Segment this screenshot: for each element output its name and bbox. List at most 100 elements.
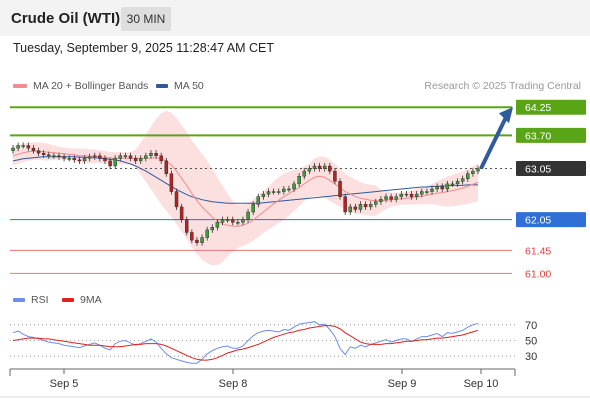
- rsi-swatch: [13, 298, 25, 302]
- candle-body: [297, 176, 301, 185]
- x-axis-label: Sep 5: [50, 378, 79, 390]
- candle-body: [246, 211, 250, 220]
- candle-body: [440, 186, 444, 190]
- bollinger-band: [13, 110, 478, 266]
- x-axis-label: Sep 10: [464, 378, 499, 390]
- candle-body: [220, 219, 225, 223]
- level-tag-63.70: [516, 127, 586, 143]
- candle-body: [353, 206, 358, 210]
- candle-body: [261, 193, 266, 197]
- candle-body: [348, 206, 352, 213]
- candle-body: [31, 147, 36, 151]
- candle-body: [174, 191, 179, 208]
- candle-body: [307, 168, 312, 172]
- candle-body: [11, 147, 15, 151]
- candle-body: [333, 170, 337, 182]
- level-label-62.05: 62.05: [525, 215, 551, 227]
- candle-body: [72, 158, 77, 161]
- legend-ma9: 9MA: [62, 294, 102, 306]
- projection-arrow-head: [499, 107, 513, 124]
- candle-body: [266, 191, 271, 195]
- candle-body: [435, 186, 439, 190]
- ma20-line: [12, 150, 479, 227]
- legend-ma50: MA 50: [156, 80, 204, 92]
- candle-body: [399, 193, 404, 197]
- candle-body: [87, 156, 92, 159]
- level-label-61.00: 61.00: [525, 268, 551, 280]
- interval-button[interactable]: 30 MIN: [121, 7, 171, 31]
- candle-body: [133, 158, 138, 162]
- candle-body: [460, 178, 465, 182]
- candle-body: [215, 222, 220, 228]
- candle-body: [414, 193, 419, 197]
- candle-body: [317, 165, 322, 169]
- legend-ma50-label: MA 50: [174, 80, 204, 92]
- candle-body: [159, 155, 163, 162]
- instrument-title: Crude Oil (WTI): [11, 10, 121, 27]
- rsi-line: [12, 321, 479, 364]
- legend-rsi: RSI: [13, 294, 49, 306]
- candle-body: [41, 153, 46, 155]
- candle-body: [195, 239, 199, 243]
- candle-body: [225, 219, 230, 221]
- timestamp: Tuesday, September 9, 2025 11:28:47 AM C…: [13, 41, 275, 55]
- level-label-61.45: 61.45: [525, 245, 551, 257]
- candle-body: [389, 196, 393, 200]
- candle-body: [113, 158, 117, 167]
- candle-body: [108, 160, 112, 167]
- candle-body: [384, 196, 388, 200]
- candle-body: [455, 181, 460, 185]
- candle-body: [409, 193, 414, 197]
- candle-body: [164, 160, 169, 174]
- candle-body: [205, 229, 209, 238]
- ma9-swatch: [62, 298, 74, 302]
- candle-body: [328, 165, 332, 172]
- rsi-tick-label: 30: [525, 351, 537, 363]
- candle-body: [98, 155, 102, 159]
- candle-body: [210, 227, 215, 231]
- candle-body: [363, 204, 368, 208]
- credit-text: Research © 2025 Trading Central: [424, 80, 581, 92]
- candle-body: [374, 201, 378, 205]
- candle-body: [302, 170, 306, 177]
- candle-body: [139, 158, 143, 162]
- candle-body: [118, 155, 123, 159]
- candle-body: [200, 237, 204, 243]
- candle-body: [404, 193, 409, 196]
- candle-body: [251, 204, 255, 213]
- candle-body: [123, 155, 128, 157]
- candle-body: [394, 196, 398, 200]
- level-tag-63.05: [516, 161, 586, 177]
- level-label-64.25: 64.25: [525, 102, 551, 114]
- candle-body: [77, 159, 82, 162]
- candle-body: [128, 155, 133, 159]
- candle-body: [67, 158, 71, 160]
- candle-body: [292, 183, 296, 190]
- x-axis-label: Sep 9: [388, 378, 417, 390]
- level-tag-62.05: [516, 212, 586, 228]
- ma50-swatch: [156, 84, 168, 88]
- candle-body: [282, 188, 286, 192]
- candle-body: [62, 156, 66, 159]
- rsi-tick-label: 70: [525, 320, 537, 332]
- chart-header: Crude Oil (WTI) 30 MIN: [0, 0, 590, 36]
- candle-body: [425, 191, 429, 193]
- candle-body: [445, 183, 450, 190]
- level-label-63.70: 63.70: [525, 130, 551, 142]
- candle-body: [358, 204, 363, 210]
- candle-body: [466, 173, 470, 179]
- rsi-tick-label: 50: [525, 336, 537, 348]
- candle-body: [271, 191, 276, 193]
- candle-body: [287, 188, 291, 191]
- candle-body: [312, 165, 317, 169]
- candle-body: [343, 196, 347, 213]
- candle-body: [368, 204, 373, 208]
- candle-body: [430, 188, 434, 192]
- candle-body: [241, 219, 245, 223]
- candle-body: [149, 153, 153, 156]
- candle-body: [471, 170, 475, 174]
- candle-body: [236, 222, 240, 224]
- candle-body: [450, 183, 455, 186]
- candle-body: [379, 199, 383, 202]
